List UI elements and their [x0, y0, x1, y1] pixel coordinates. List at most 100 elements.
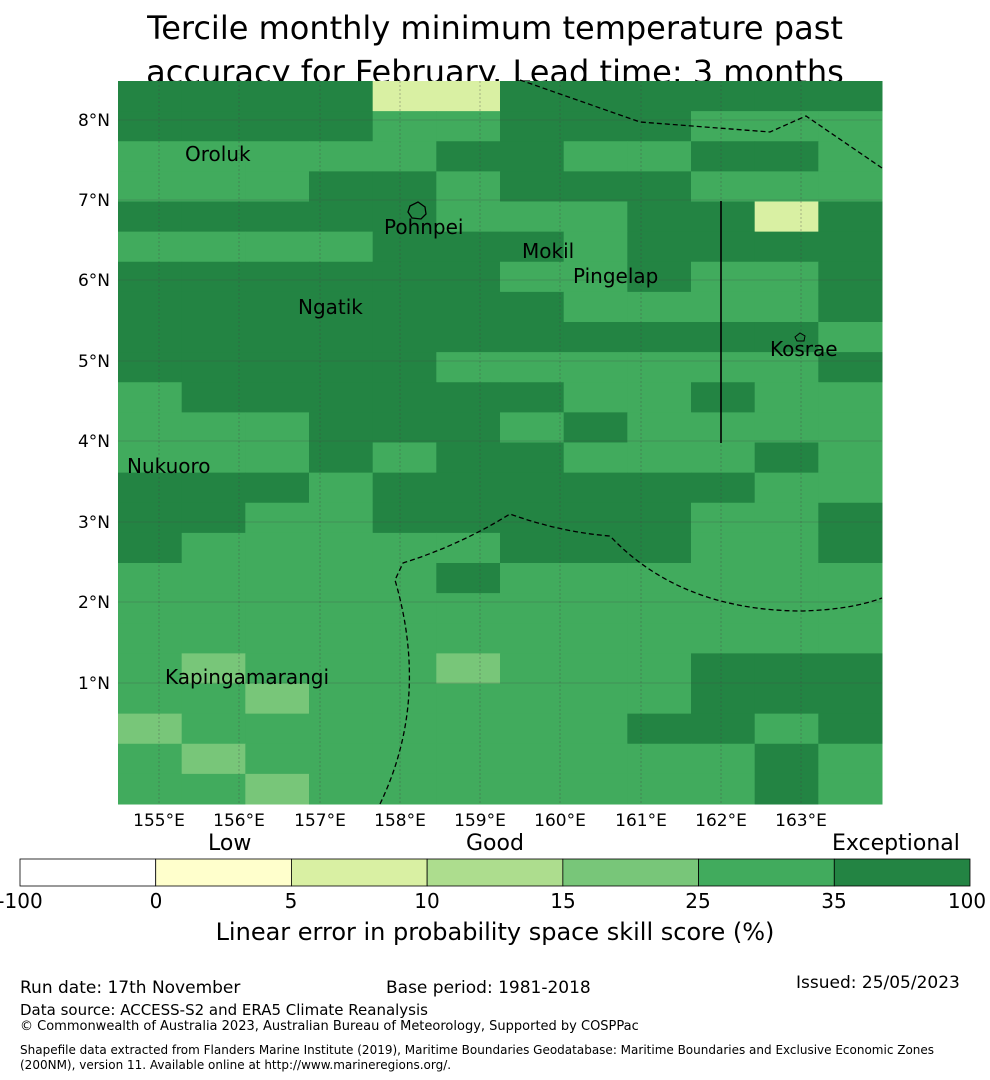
- lon-label-156e: 156°E: [213, 811, 265, 831]
- skill-grid: [118, 81, 883, 805]
- grid-cell: [436, 713, 501, 745]
- grid-cell: [245, 231, 310, 263]
- grid-cell: [118, 773, 183, 805]
- grid-cell: [818, 623, 883, 654]
- grid-cell: [754, 201, 819, 233]
- graticule: [118, 81, 882, 804]
- grid-cell: [691, 171, 756, 203]
- grid-cell: [754, 81, 819, 112]
- grid-cell: [627, 141, 692, 172]
- grid-cell: [309, 81, 374, 112]
- grid-cell: [627, 111, 692, 142]
- grid-cell: [754, 442, 819, 474]
- grid-cell: [118, 653, 183, 685]
- grid-cell: [563, 472, 628, 504]
- grid-cell: [627, 352, 692, 383]
- grid-cell: [245, 563, 310, 594]
- grid-cell: [691, 442, 756, 474]
- grid-cell: [181, 502, 246, 534]
- grid-cell: [181, 201, 246, 233]
- grid-cell: [563, 111, 628, 142]
- grid-cell: [691, 81, 756, 112]
- colorbar-tick-5: 5: [284, 889, 298, 913]
- grid-cell: [818, 502, 883, 534]
- grid-cell: [309, 442, 374, 474]
- grid-cell: [372, 291, 437, 323]
- grid-cell: [309, 111, 374, 142]
- grid-cell: [436, 291, 501, 323]
- grid-cell: [372, 773, 437, 805]
- grid-cell: [818, 261, 883, 293]
- grid-cell: [181, 743, 246, 775]
- grid-cell: [309, 472, 374, 504]
- colorbar-tick-100: 100: [947, 889, 987, 913]
- grid-cell: [754, 683, 819, 715]
- grid-cell: [500, 563, 565, 594]
- eez-boundary-south: [379, 513, 883, 805]
- grid-cell: [627, 261, 692, 293]
- place-label-pingelap: Pingelap: [573, 264, 658, 288]
- colorbar-tick-25: 25: [685, 889, 711, 913]
- grid-cell: [818, 81, 883, 112]
- grid-cell: [818, 171, 883, 203]
- grid-cell: [754, 653, 819, 685]
- grid-cell: [563, 171, 628, 203]
- grid-cell: [309, 593, 374, 624]
- grid-cell: [436, 382, 501, 413]
- data-source: Data source: ACCESS-S2 and ERA5 Climate …: [20, 1001, 428, 1019]
- grid-cell: [691, 141, 756, 172]
- grid-cell: [500, 141, 565, 172]
- grid-cell: [118, 171, 183, 203]
- grid-cell: [500, 683, 565, 715]
- grid-cell: [372, 532, 437, 564]
- grid-cell: [691, 261, 756, 293]
- grid-cell: [436, 231, 501, 263]
- grid-cell: [754, 322, 819, 353]
- grid-cell: [372, 683, 437, 715]
- grid-cell: [118, 261, 183, 293]
- grid-cell: [181, 231, 246, 263]
- eez-boundaries: [379, 79, 883, 805]
- grid-cell: [372, 442, 437, 474]
- grid-cell: [181, 382, 246, 413]
- grid-cell: [818, 653, 883, 685]
- grid-cell: [436, 683, 501, 715]
- grid-cell: [372, 81, 437, 112]
- lon-label-159e: 159°E: [454, 811, 506, 831]
- grid-cell: [118, 683, 183, 715]
- colorbar-segment: [19, 858, 157, 887]
- grid-cell: [372, 352, 437, 383]
- grid-cell: [181, 261, 246, 293]
- grid-cell: [372, 743, 437, 775]
- lat-label-3n: 3°N: [78, 513, 110, 533]
- grid-cell: [500, 623, 565, 654]
- grid-cell: [627, 442, 692, 474]
- grid-cell: [118, 81, 183, 112]
- base-period: Base period: 1981-2018: [386, 978, 591, 998]
- place-label-ngatik: Ngatik: [298, 295, 363, 319]
- grid-cell: [245, 773, 310, 805]
- grid-cell: [627, 593, 692, 624]
- grid-cell: [181, 171, 246, 203]
- grid-cell: [563, 201, 628, 233]
- grid-cell: [627, 291, 692, 323]
- grid-cell: [818, 442, 883, 474]
- grid-cell: [245, 141, 310, 172]
- grid-cell: [563, 382, 628, 413]
- grid-cell: [691, 563, 756, 594]
- grid-cell: [754, 502, 819, 534]
- grid-cell: [500, 291, 565, 323]
- grid-cell: [309, 743, 374, 775]
- grid-cell: [436, 322, 501, 353]
- grid-cell: [563, 231, 628, 263]
- grid-cell: [818, 322, 883, 353]
- grid-cell: [245, 111, 310, 142]
- grid-cell: [500, 171, 565, 203]
- grid-cell: [436, 743, 501, 775]
- grid-cell: [181, 683, 246, 715]
- grid-cell: [372, 563, 437, 594]
- grid-cell: [436, 81, 501, 112]
- grid-cell: [563, 683, 628, 715]
- grid-cell: [500, 382, 565, 413]
- grid-cell: [436, 352, 501, 383]
